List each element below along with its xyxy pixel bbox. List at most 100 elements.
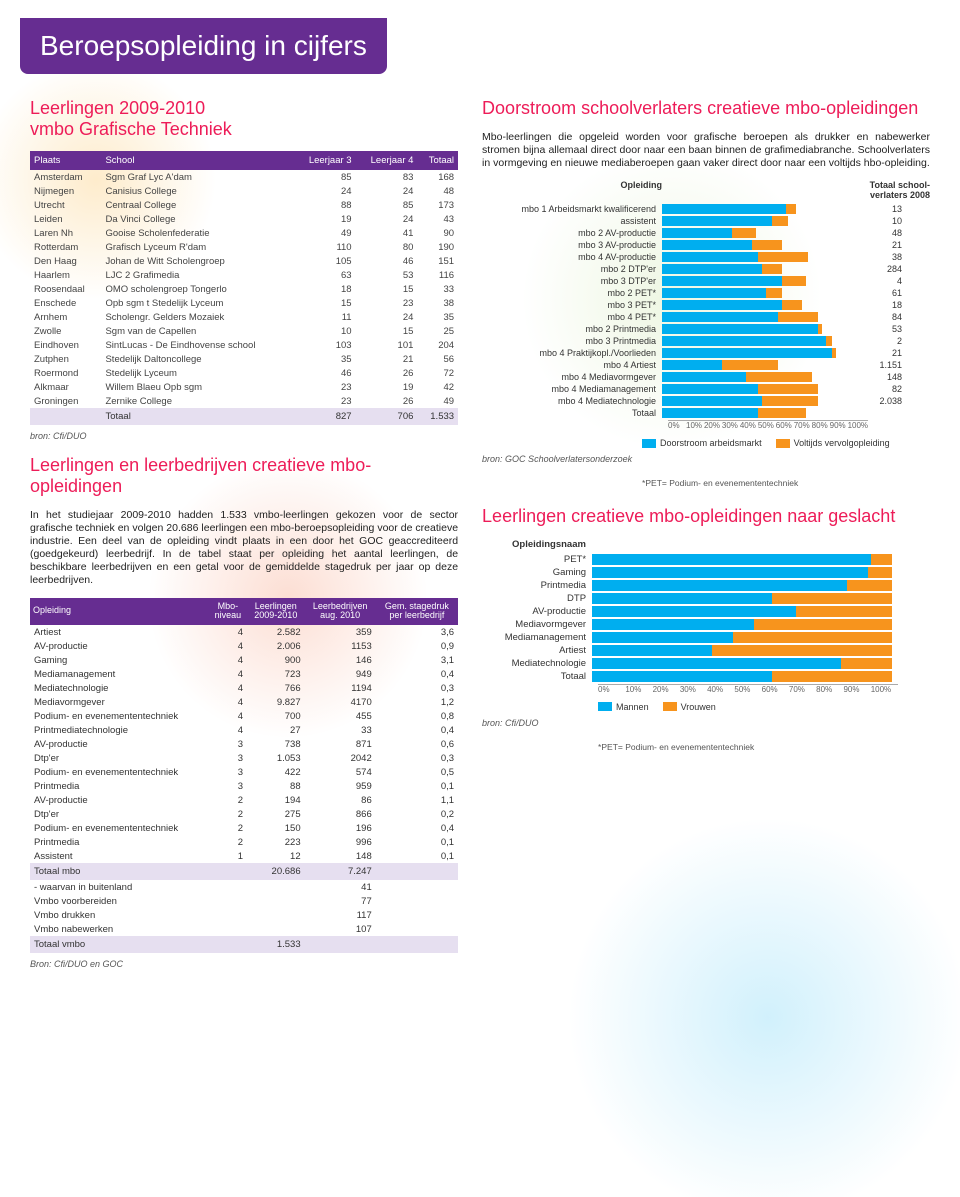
table-row: Printmedia3889590,1 (30, 779, 458, 793)
chart-bar-row: mbo 2 Printmedia53 (482, 324, 930, 334)
chart-bar-row: Gaming (482, 567, 930, 578)
table-row: Artiest42.5823593,6 (30, 625, 458, 639)
t2-col-1: Mbo- niveau (209, 598, 247, 626)
table-row: Mediamanagement47239490,4 (30, 667, 458, 681)
chart-bar-row: mbo 4 Mediavormgever148 (482, 372, 930, 382)
c1-head-right: Totaal school- verlaters 2008 (668, 180, 930, 200)
table-row: Laren NhGooise Scholenfederatie494190 (30, 226, 458, 240)
table-row: Dtp'er22758660,2 (30, 807, 458, 821)
table-row: AV-productie42.00611530,9 (30, 639, 458, 653)
chart-bar-row: mbo 4 Mediamanagement82 (482, 384, 930, 394)
table-row: AV-productie37388710,6 (30, 737, 458, 751)
table-row: NijmegenCanisius College242448 (30, 184, 458, 198)
chart-bar-row: AV-productie (482, 606, 930, 617)
t2-col-2: Leerlingen 2009-2010 (247, 598, 305, 626)
chart-bar-row: Mediamanagement (482, 632, 930, 643)
table-row: EindhovenSintLucas - De Eindhovense scho… (30, 338, 458, 352)
table-row: Printmediatechnologie427330,4 (30, 723, 458, 737)
table-row: ZutphenStedelijk Daltoncollege352156 (30, 352, 458, 366)
c2-footnote: *PET= Podium- en evenemententechniek (598, 742, 930, 752)
table-row: HaarlemLJC 2 Grafimedia6353116 (30, 268, 458, 282)
table-row: Mediatechnologie476611940,3 (30, 681, 458, 695)
chart-bar-row: mbo 4 PET*84 (482, 312, 930, 322)
table-row: ZwolleSgm van de Capellen101525 (30, 324, 458, 338)
chart-bar-row: Printmedia (482, 580, 930, 591)
t1-col-2: Leerjaar 3 (294, 151, 356, 170)
table-row: UtrechtCentraal College8885173 (30, 198, 458, 212)
chart-bar-row: Artiest (482, 645, 930, 656)
table-row: Gaming49001463,1 (30, 653, 458, 667)
c2-head-left: Opleidingsnaam (482, 539, 930, 550)
right-heading-1: Doorstroom schoolverlaters creatieve mbo… (482, 98, 930, 119)
chart2-heading: Leerlingen creatieve mbo-opleidingen naa… (482, 506, 930, 527)
chart-bar-row: mbo 4 Artiest1.151 (482, 360, 930, 370)
table-row: Totaal mbo20.6867.247 (30, 863, 458, 880)
table-leerlingen-vmbo: PlaatsSchoolLeerjaar 3Leerjaar 4Totaal A… (30, 151, 458, 425)
t2-col-0: Opleiding (30, 598, 209, 626)
table-row: Printmedia22239960,1 (30, 835, 458, 849)
c1-footnote: *PET= Podium- en evenemententechniek (642, 478, 930, 488)
table-row: Vmbo voorbereiden77 (30, 894, 458, 908)
t1-col-4: Totaal (417, 151, 458, 170)
chart-bar-row: mbo 3 Printmedia2 (482, 336, 930, 346)
table-row: RotterdamGrafisch Lyceum R'dam11080190 (30, 240, 458, 254)
chart-bar-row: Mediatechnologie (482, 658, 930, 669)
table-row: RoermondStedelijk Lyceum462672 (30, 366, 458, 380)
page-title-banner: Beroepsopleiding in cijfers (20, 18, 387, 74)
t2-col-4: Gem. stagedruk per leerbedrijf (376, 598, 458, 626)
c1-source: bron: GOC Schoolverlatersonderzoek (482, 454, 930, 464)
chart-bar-row: mbo 3 PET*18 (482, 300, 930, 310)
chart-bar-row: mbo 1 Arbeidsmarkt kwalificerend13 (482, 204, 930, 214)
chart-bar-row: mbo 4 Praktijkopl./Voorlieden21 (482, 348, 930, 358)
table-row: - waarvan in buitenland41 (30, 880, 458, 894)
t1-col-0: Plaats (30, 151, 101, 170)
legend-item: Voltijds vervolgopleiding (776, 438, 890, 448)
chart-bar-row: Totaal (482, 671, 930, 682)
table-row: AmsterdamSgm Graf Lyc A'dam8583168 (30, 170, 458, 184)
table-row: Den HaagJohan de Witt Scholengroep105461… (30, 254, 458, 268)
table-row: RoosendaalOMO scholengroep Tongerlo18153… (30, 282, 458, 296)
table-opleiding: OpleidingMbo- niveauLeerlingen 2009-2010… (30, 598, 458, 954)
legend-item: Vrouwen (663, 702, 716, 712)
chart-bar-row: mbo 2 AV-productie48 (482, 228, 930, 238)
chart-bar-row: mbo 4 AV-productie38 (482, 252, 930, 262)
chart-bar-row: Mediavormgever (482, 619, 930, 630)
table-row: Dtp'er31.05320420,3 (30, 751, 458, 765)
t1-col-1: School (101, 151, 293, 170)
table-row: Podium- en evenemententechniek34225740,5 (30, 765, 458, 779)
table-row: AV-productie2194861,1 (30, 793, 458, 807)
legend-item: Doorstroom arbeidsmarkt (642, 438, 762, 448)
table-row: Podium- en evenemententechniek47004550,8 (30, 709, 458, 723)
table-row: AlkmaarWillem Blaeu Opb sgm231942 (30, 380, 458, 394)
table-row: Totaal vmbo1.533 (30, 936, 458, 953)
table-row: ArnhemScholengr. Gelders Mozaiek112435 (30, 310, 458, 324)
chart-bar-row: DTP (482, 593, 930, 604)
right-para-1: Mbo-leerlingen die opgeleid worden voor … (482, 131, 930, 170)
midtext-heading: Leerlingen en leerbedrijven creatieve mb… (30, 455, 458, 496)
table-row: Podium- en evenemententechniek21501960,4 (30, 821, 458, 835)
t2-source: Bron: Cfi/DUO en GOC (30, 959, 458, 969)
chart-bar-row: assistent10 (482, 216, 930, 226)
c2-source: bron: Cfi/DUO (482, 718, 930, 728)
c1-head-left: Opleiding (482, 180, 668, 200)
t1-source: bron: Cfi/DUO (30, 431, 458, 441)
midtext-para: In het studiejaar 2009-2010 hadden 1.533… (30, 509, 458, 588)
legend-item: Mannen (598, 702, 649, 712)
chart-bar-row: mbo 3 AV-productie21 (482, 240, 930, 250)
chart-bar-row: mbo 3 DTP'er4 (482, 276, 930, 286)
table-row: EnschedeOpb sgm t Stedelijk Lyceum152338 (30, 296, 458, 310)
chart-bar-row: mbo 4 Mediatechnologie2.038 (482, 396, 930, 406)
table-row: Assistent1121480,1 (30, 849, 458, 863)
table-row: GroningenZernike College232649 (30, 394, 458, 408)
t2-col-3: Leerbedrijven aug. 2010 (305, 598, 376, 626)
chart-doorstroom: Opleiding Totaal school- verlaters 2008 … (482, 180, 930, 488)
t1-col-3: Leerjaar 4 (356, 151, 418, 170)
table-row: Vmbo drukken117 (30, 908, 458, 922)
table-row: Vmbo nabewerken107 (30, 922, 458, 936)
table-row: LeidenDa Vinci College192443 (30, 212, 458, 226)
chart-bar-row: mbo 2 PET*61 (482, 288, 930, 298)
chart-geslacht: Opleidingsnaam PET*GamingPrintmediaDTPAV… (482, 539, 930, 752)
chart-bar-row: mbo 2 DTP'er284 (482, 264, 930, 274)
t1-heading: Leerlingen 2009-2010 vmbo Grafische Tech… (30, 98, 458, 139)
chart-bar-row: Totaal (482, 408, 930, 418)
